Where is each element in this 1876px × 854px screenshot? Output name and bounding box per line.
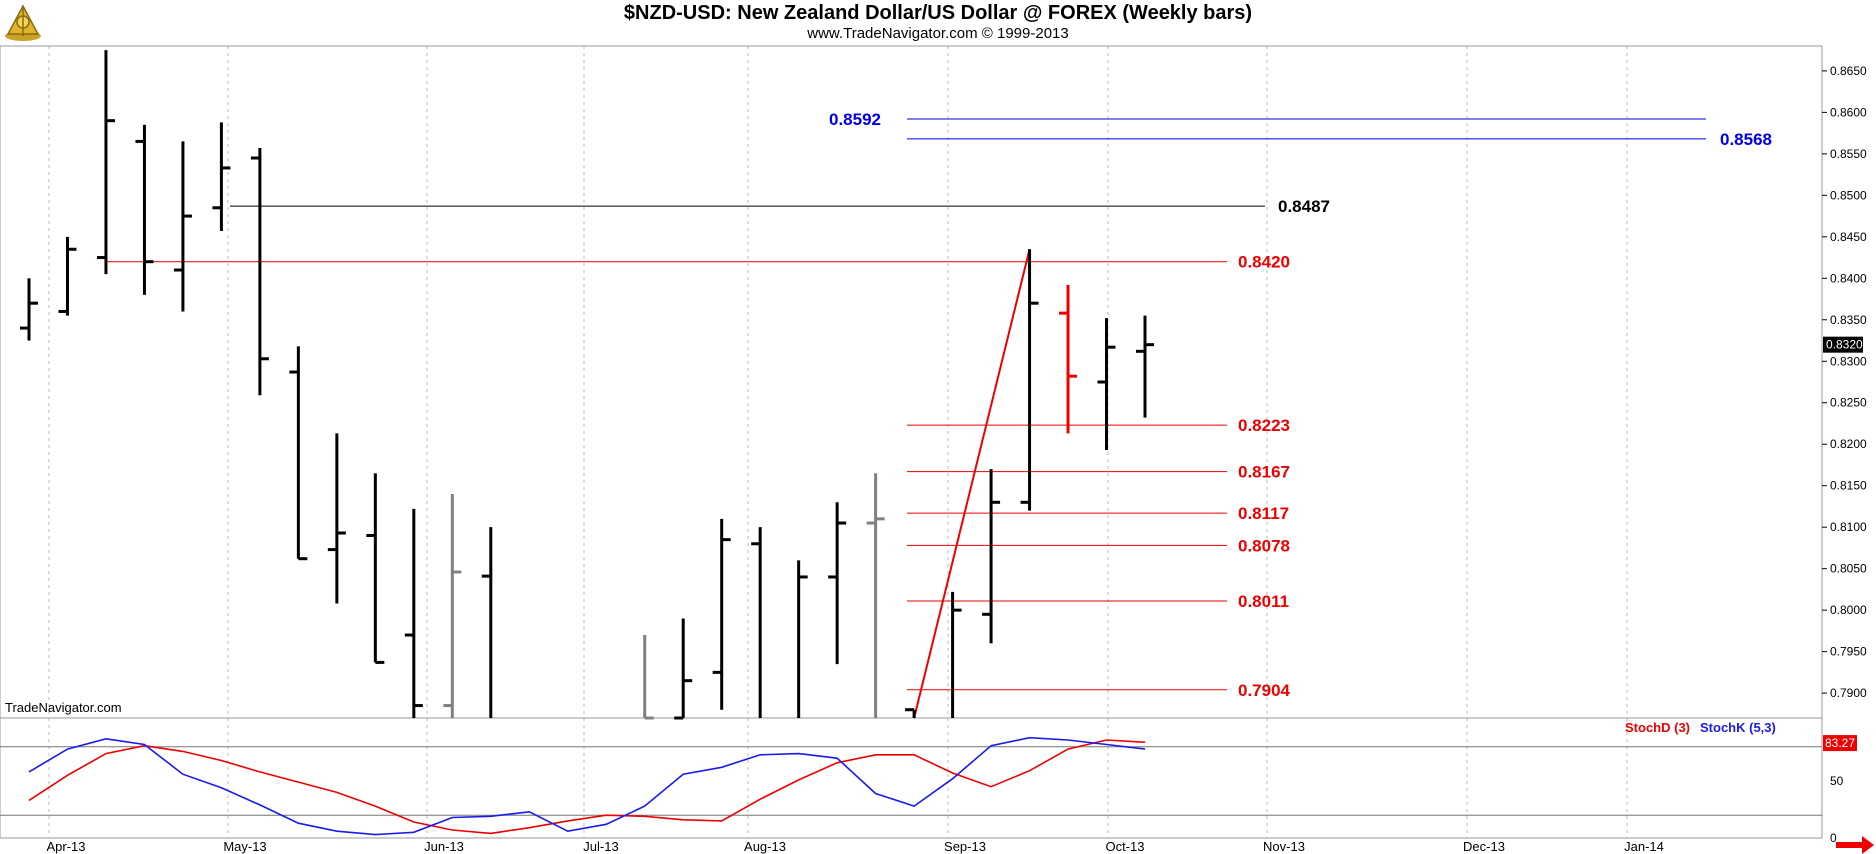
ohlc-bar [1097,318,1116,451]
trade-navigator-logo-icon [2,2,44,42]
x-tick-label: Aug-13 [744,839,786,854]
y-tick-label: 0.8100 [1830,520,1867,534]
ohlc-bar [173,141,192,312]
ohlc-bar [58,236,77,316]
stoch-y-tick-label: 0 [1830,831,1837,845]
level-label-0.8078: 0.8078 [1238,536,1290,555]
y-tick-label: 0.7950 [1830,645,1867,659]
ohlc-bar [327,433,346,604]
ohlc-bar [866,473,885,718]
chart-subtitle: www.TradeNavigator.com © 1999-2013 [807,25,1069,42]
ohlc-bar [1136,315,1154,418]
stochastic-panel: 0 50 StochD (3) StochK (5,3) 83.27 [0,720,1857,845]
ohlc-bar [674,618,693,720]
ohlc-bar [250,148,269,396]
stoch-last-value-label: 83.27 [1825,736,1855,750]
chart-grid [48,46,1628,838]
ohlc-bar [1059,284,1078,434]
x-tick-label: Jul-13 [583,839,618,854]
level-label-0.8592: 0.8592 [829,110,881,129]
fib-levels: 0.8592 0.8568 0.8487 0.8420 0.8223 0.8167 0.81… [107,110,1772,719]
ohlc-bar [212,122,231,232]
price-panel [0,45,1823,839]
level-label-0.8420: 0.8420 [1238,253,1290,272]
ohlc-bar [96,50,115,275]
watermark: TradeNavigator.com [5,700,122,715]
y-tick-label: 0.7900 [1830,686,1867,700]
ohlc-bar [905,708,916,718]
chart-header: $NZD-USD: New Zealand Dollar/US Dollar @… [0,0,1876,46]
ohlc-bar [982,469,1001,644]
stoch-line-red [28,739,1146,835]
ohlc-bar [643,635,654,720]
y-tick-label: 0.8500 [1830,188,1867,202]
ohlc-bar [828,502,847,665]
x-tick-label: May-13 [223,839,266,854]
x-tick-label: Dec-13 [1463,839,1505,854]
x-tick-label: Jun-13 [424,839,464,854]
ohlc-bars [20,50,1154,720]
stoch-last-value-box [1823,735,1857,752]
y-tick-label: 0.8650 [1830,64,1867,78]
stoch-y-tick-label: 50 [1830,774,1844,788]
y-tick-label: 0.8250 [1830,396,1867,410]
chart-title: $NZD-USD: New Zealand Dollar/US Dollar @… [623,2,1253,24]
x-tick-label: Apr-13 [46,839,85,854]
y-tick-label: 0.8300 [1830,354,1867,368]
level-label-0.8117: 0.8117 [1238,504,1289,523]
y-tick-label: 0.8550 [1830,147,1867,161]
level-label-0.8568: 0.8568 [1720,130,1772,149]
ohlc-bar [1020,249,1039,511]
price-panel-border [0,45,1823,719]
ohlc-bar [289,346,308,561]
ohlc-bar [135,124,154,295]
x-tick-label: Nov-13 [1263,839,1305,854]
trendline [913,249,1031,719]
level-label-0.8223: 0.8223 [1238,416,1290,435]
y-tick-label: 0.8050 [1830,562,1867,576]
ohlc-bar [712,518,731,710]
y-tick-label: 0.8200 [1830,437,1867,451]
y-tick-label: 0.8400 [1830,271,1867,285]
ohlc-bar [481,527,493,718]
legend-stochd: StochD (3) [1625,720,1690,735]
ohlc-bar [20,278,38,341]
ohlc-bar [404,508,423,718]
y-tick-label: 0.8000 [1830,603,1867,617]
chart-axes: Apr-13 May-13 Jun-13 Jul-13 Aug-13 Sep-13 Oct-… [46,64,1867,854]
level-label-0.8167: 0.8167 [1238,463,1290,482]
y-tick-label: 0.8600 [1830,105,1867,119]
ohlc-bar [443,494,462,718]
ohlc-bar [366,473,385,664]
x-tick-label: Jan-14 [1624,839,1664,854]
stoch-panel-border [0,717,1823,839]
x-tick-label: Oct-13 [1105,839,1144,854]
y-tick-label: 0.8450 [1830,230,1867,244]
level-label-0.8011: 0.8011 [1238,592,1289,611]
legend-stochk: StochK (5,3) [1700,720,1776,735]
level-label-0.8487: 0.8487 [1278,197,1330,216]
last-price-label: 0.8320 [1826,338,1863,352]
ohlc-bar [951,591,962,718]
stoch-line-blue [28,736,1146,836]
ohlc-bar [751,527,762,718]
level-label-0.7904: 0.7904 [1238,681,1291,700]
ohlc-bar [797,560,808,718]
y-tick-label: 0.8150 [1830,479,1867,493]
x-tick-label: Sep-13 [944,839,986,854]
y-tick-label: 0.8350 [1830,313,1867,327]
scroll-right-arrow-icon[interactable] [1836,836,1874,854]
last-price-box [1823,336,1863,353]
